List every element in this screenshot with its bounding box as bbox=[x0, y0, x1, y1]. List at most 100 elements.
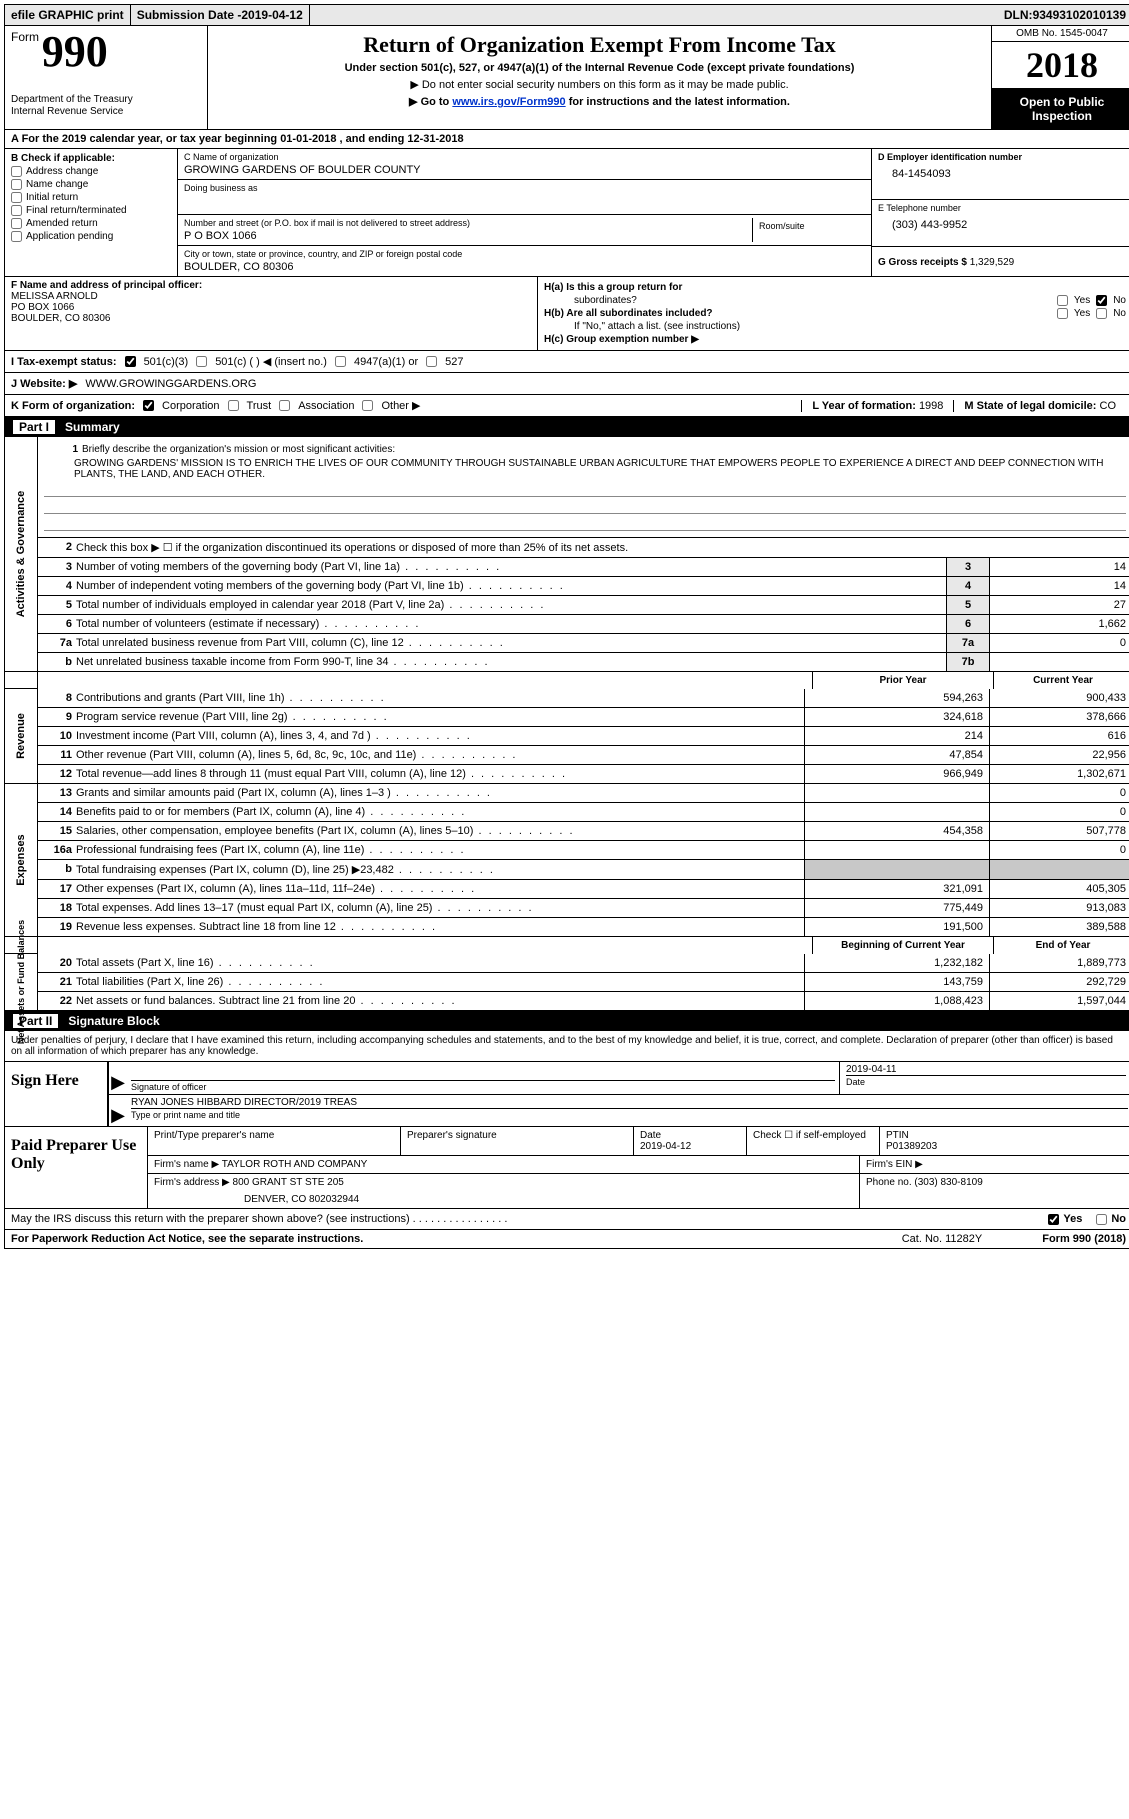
firm-name-value: TAYLOR ROTH AND COMPANY bbox=[222, 1159, 368, 1170]
city-label: City or town, state or province, country… bbox=[184, 249, 865, 259]
k-row: K Form of organization: Corporation Trus… bbox=[5, 395, 1129, 417]
value: 1,662 bbox=[989, 615, 1129, 633]
i-label: I Tax-exempt status: bbox=[11, 356, 117, 368]
cb-501c[interactable] bbox=[196, 356, 207, 367]
prior-value: 321,091 bbox=[804, 880, 989, 898]
irs-link[interactable]: www.irs.gov/Form990 bbox=[452, 96, 565, 108]
ptin-label: PTIN bbox=[886, 1130, 1126, 1141]
gov-line: 3Number of voting members of the governi… bbox=[38, 558, 1129, 577]
prep-date: Date 2019-04-12 bbox=[634, 1127, 747, 1155]
hb-no-checkbox[interactable] bbox=[1096, 308, 1107, 319]
data-line: 15Salaries, other compensation, employee… bbox=[38, 822, 1129, 841]
text: Total number of individuals employed in … bbox=[76, 596, 946, 614]
sig-officer-label: Signature of officer bbox=[131, 1080, 835, 1092]
data-line: 21Total liabilities (Part X, line 26)143… bbox=[38, 973, 1129, 992]
num: 5 bbox=[38, 596, 76, 614]
k-label: K Form of organization: bbox=[11, 400, 135, 412]
blank-line bbox=[44, 499, 1126, 514]
current-value: 913,083 bbox=[989, 899, 1129, 917]
cb-4947[interactable] bbox=[335, 356, 346, 367]
firm-addr1: 800 GRANT ST STE 205 bbox=[233, 1177, 344, 1188]
value: 14 bbox=[989, 577, 1129, 595]
cb-corp[interactable] bbox=[143, 400, 154, 411]
inspection: Open to Public Inspection bbox=[992, 89, 1129, 129]
prep-sig-hdr: Preparer's signature bbox=[401, 1127, 634, 1155]
label: Name change bbox=[26, 179, 88, 190]
ha-no-checkbox[interactable] bbox=[1096, 295, 1107, 306]
firm-name-label: Firm's name ▶ bbox=[154, 1159, 222, 1170]
checkbox[interactable] bbox=[11, 218, 22, 229]
footer-left: For Paperwork Reduction Act Notice, see … bbox=[11, 1233, 363, 1245]
checkbox[interactable] bbox=[11, 179, 22, 190]
cb-address-change: Address change bbox=[11, 166, 171, 177]
part1-num: Part I bbox=[13, 420, 55, 434]
firm-name-cell: Firm's name ▶ TAYLOR ROTH AND COMPANY bbox=[148, 1156, 860, 1173]
num: 19 bbox=[38, 918, 76, 936]
checkbox[interactable] bbox=[11, 166, 22, 177]
na-hdr-body: Beginning of Current Year End of Year bbox=[38, 937, 1129, 954]
ha-yes-checkbox[interactable] bbox=[1057, 295, 1068, 306]
text: Check this box ▶ ☐ if the organization d… bbox=[76, 538, 1129, 557]
ein-value: 84-1454093 bbox=[878, 168, 1126, 180]
checkbox[interactable] bbox=[11, 231, 22, 242]
text: Number of independent voting members of … bbox=[76, 577, 946, 595]
blank-line bbox=[44, 516, 1126, 531]
cb-assoc[interactable] bbox=[279, 400, 290, 411]
checkbox[interactable] bbox=[11, 192, 22, 203]
cb-527[interactable] bbox=[426, 356, 437, 367]
corp-label: Corporation bbox=[162, 400, 219, 412]
hb-yes-checkbox[interactable] bbox=[1057, 308, 1068, 319]
data-line: 22Net assets or fund balances. Subtract … bbox=[38, 992, 1129, 1010]
dln-label: DLN: bbox=[1004, 8, 1033, 22]
section-a: A For the 2019 calendar year, or tax yea… bbox=[5, 130, 1129, 149]
4947-label: 4947(a)(1) or bbox=[354, 356, 418, 368]
name-label: C Name of organization bbox=[184, 152, 865, 162]
room-label: Room/suite bbox=[759, 221, 859, 231]
part2-bar: Part II Signature Block bbox=[5, 1011, 1129, 1031]
prior-value: 454,358 bbox=[804, 822, 989, 840]
form-number: 990 bbox=[42, 27, 108, 76]
text: Total unrelated business revenue from Pa… bbox=[76, 634, 946, 652]
phone-label: E Telephone number bbox=[878, 203, 1126, 213]
cb-other[interactable] bbox=[362, 400, 373, 411]
discuss-text: May the IRS discuss this return with the… bbox=[11, 1213, 507, 1225]
street-block: Number and street (or P.O. box if mail i… bbox=[178, 215, 871, 246]
col-headers: Prior Year Current Year bbox=[38, 672, 1129, 689]
paid-preparer-label: Paid Preparer Use Only bbox=[5, 1127, 147, 1208]
text: Contributions and grants (Part VIII, lin… bbox=[76, 689, 804, 707]
date-label: Date bbox=[640, 1130, 740, 1141]
preparer-table: Print/Type preparer's name Preparer's si… bbox=[147, 1127, 1129, 1208]
checkbox[interactable] bbox=[11, 205, 22, 216]
prior-value: 775,449 bbox=[804, 899, 989, 917]
l-label: L Year of formation: bbox=[812, 400, 919, 412]
city-value: BOULDER, CO 80306 bbox=[184, 261, 865, 273]
footer-mid: Cat. No. 11282Y bbox=[902, 1233, 983, 1245]
data-line: 11Other revenue (Part VIII, column (A), … bbox=[38, 746, 1129, 765]
label: Amended return bbox=[26, 218, 98, 229]
sig-name-field: RYAN JONES HIBBARD DIRECTOR/2019 TREAS T… bbox=[127, 1095, 1129, 1126]
sig-date-value: 2019-04-11 bbox=[846, 1064, 1126, 1075]
sig-name-row: ▶ RYAN JONES HIBBARD DIRECTOR/2019 TREAS… bbox=[109, 1095, 1129, 1126]
box-num: 3 bbox=[946, 558, 989, 576]
cb-501c3[interactable] bbox=[125, 356, 136, 367]
value: 14 bbox=[989, 558, 1129, 576]
discuss-yes-cb[interactable] bbox=[1048, 1214, 1059, 1225]
current-value: 507,778 bbox=[989, 822, 1129, 840]
city-block: City or town, state or province, country… bbox=[178, 246, 871, 276]
box-b: B Check if applicable: Address change Na… bbox=[5, 149, 178, 276]
firm-ein-cell: Firm's EIN ▶ bbox=[860, 1156, 1129, 1173]
value: 27 bbox=[989, 596, 1129, 614]
text: Salaries, other compensation, employee b… bbox=[76, 822, 804, 840]
text: Total fundraising expenses (Part IX, col… bbox=[76, 860, 804, 879]
box-b-title: B Check if applicable: bbox=[11, 153, 171, 164]
sign-content: ▶ Signature of officer 2019-04-11 Date ▶… bbox=[107, 1062, 1129, 1126]
no-label: No bbox=[1111, 1213, 1126, 1225]
rev-vtab: Revenue bbox=[5, 689, 38, 783]
discuss-no-cb[interactable] bbox=[1096, 1214, 1107, 1225]
subtitle: Under section 501(c), 527, or 4947(a)(1)… bbox=[216, 62, 983, 74]
form-id-box: Form 990 Department of the Treasury Inte… bbox=[5, 26, 208, 129]
gov-vtab-label: Activities & Governance bbox=[15, 491, 27, 618]
firm-addr-row: Firm's address ▶ 800 GRANT ST STE 205 DE… bbox=[148, 1174, 1129, 1208]
cb-trust[interactable] bbox=[228, 400, 239, 411]
data-line: 20Total assets (Part X, line 16)1,232,18… bbox=[38, 954, 1129, 973]
